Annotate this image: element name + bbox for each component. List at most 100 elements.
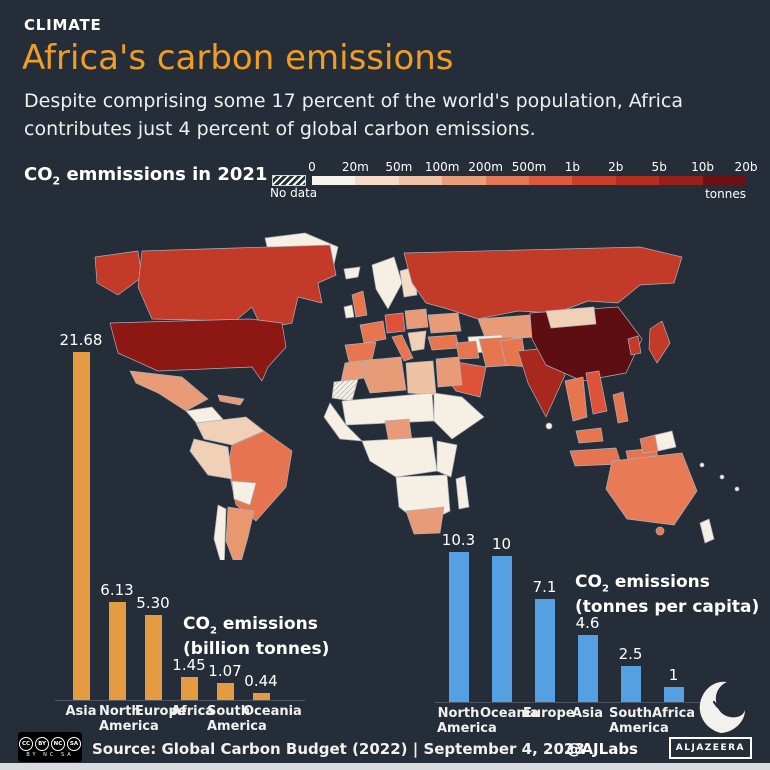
bar-category-label: Asia bbox=[65, 704, 97, 719]
bar-rect bbox=[663, 687, 684, 702]
cc-icon: CC bbox=[19, 736, 33, 751]
country-ukraine bbox=[427, 312, 462, 334]
ajlabs-handle: @AJLabs bbox=[566, 740, 638, 758]
bar-value: 5.30 bbox=[136, 594, 170, 612]
bar-value: 10 bbox=[491, 535, 512, 553]
bar-asia: 21.68 bbox=[60, 331, 102, 700]
color-scale-unit: tonnes bbox=[705, 187, 746, 201]
country-south-africa bbox=[405, 506, 445, 535]
country-png bbox=[654, 430, 677, 452]
country-alaska bbox=[94, 250, 143, 296]
bar-asia: 4.6 bbox=[566, 614, 609, 702]
bar-rect bbox=[620, 666, 641, 702]
country-ireland bbox=[343, 304, 355, 319]
bar-value: 4.6 bbox=[575, 614, 600, 632]
scale-tick: 100m bbox=[424, 160, 460, 174]
bar-rect bbox=[216, 683, 234, 700]
sa-icon: SA bbox=[67, 736, 81, 751]
aljazeera-logo-icon bbox=[699, 681, 745, 733]
scale-segment bbox=[485, 176, 530, 185]
country-iraq-syria bbox=[455, 340, 480, 360]
country-madagascar bbox=[455, 475, 470, 510]
axis-line-left bbox=[55, 700, 305, 701]
bar-value: 1 bbox=[668, 666, 679, 684]
island-pacific-1 bbox=[699, 462, 705, 468]
bar-category-label: South America bbox=[207, 704, 267, 734]
bar-category-label: Oceania bbox=[243, 704, 302, 719]
scale-tick: 20m bbox=[341, 160, 369, 174]
country-scandinavia bbox=[371, 256, 403, 310]
by-icon: BY bbox=[35, 736, 49, 751]
bar-category-label: Oceania bbox=[480, 706, 539, 721]
island-pacific-3 bbox=[734, 486, 740, 492]
country-algeria bbox=[363, 356, 407, 394]
bar-rect bbox=[534, 599, 555, 702]
country-egypt bbox=[435, 356, 463, 388]
bar-europe: 7.1 bbox=[523, 578, 566, 702]
bar-africa: 1.45 bbox=[171, 656, 207, 700]
subtitle: Despite comprising some 17 percent of th… bbox=[24, 90, 683, 140]
bar-rect bbox=[144, 615, 162, 700]
bar-value: 2.5 bbox=[618, 645, 643, 663]
chart-right-annotation: CO2 emissions (tonnes per capita) bbox=[575, 572, 760, 617]
country-wsahara-no-data bbox=[331, 378, 359, 402]
cc-license-terms: BY NC SA bbox=[26, 751, 74, 758]
bar-europe: 5.30 bbox=[135, 594, 171, 700]
country-iceland bbox=[343, 266, 361, 280]
country-russia bbox=[403, 246, 683, 320]
nc-icon: NC bbox=[51, 736, 65, 751]
bar-rect bbox=[180, 677, 198, 700]
country-poland-ce bbox=[404, 308, 429, 330]
bar-rect bbox=[108, 602, 126, 700]
bottom-strip bbox=[0, 763, 770, 770]
bar-category-label: North America bbox=[437, 706, 497, 736]
country-japan bbox=[648, 320, 671, 364]
country-malaysia bbox=[575, 427, 604, 444]
country-peru bbox=[189, 438, 233, 480]
bar-south-america: 1.07 bbox=[207, 662, 243, 700]
country-sudan-horn bbox=[433, 392, 485, 440]
country-mali-niger-chad bbox=[341, 392, 435, 426]
bar-value: 1.45 bbox=[172, 656, 206, 674]
country-west-africa bbox=[323, 402, 363, 442]
country-chile bbox=[213, 504, 227, 560]
scale-segment bbox=[572, 176, 616, 185]
bar-value: 6.13 bbox=[100, 581, 134, 599]
bar-category-label: Africa bbox=[171, 704, 215, 719]
country-korea bbox=[627, 335, 642, 356]
country-spain bbox=[344, 341, 377, 363]
country-bolivia-paraguay bbox=[231, 480, 257, 506]
scale-segment bbox=[442, 176, 486, 185]
bar-value: 7.1 bbox=[532, 578, 557, 596]
country-france bbox=[359, 320, 387, 344]
bar-rect bbox=[72, 352, 90, 700]
bar-category-label: Asia bbox=[571, 706, 604, 721]
bar-category-label: South America bbox=[609, 706, 669, 736]
island-pacific-2 bbox=[719, 474, 725, 480]
scale-tick: 2b bbox=[608, 160, 624, 174]
world-choropleth-map bbox=[94, 232, 740, 560]
bar-value: 10.3 bbox=[441, 531, 476, 549]
scale-segment bbox=[355, 176, 399, 185]
chart-per-capita: 10.3 10 7.1 4.6 2.5 1 North America Oceania Eur… bbox=[435, 531, 759, 737]
scale-tick: 0 bbox=[308, 160, 316, 174]
legend-title: CO2 emmissions in 2021 bbox=[24, 164, 268, 188]
country-nz bbox=[699, 518, 715, 544]
country-mongolia bbox=[545, 306, 597, 329]
scale-segment bbox=[398, 176, 443, 185]
no-data-swatch bbox=[272, 175, 306, 186]
country-cuba bbox=[217, 394, 245, 406]
bar-value: 21.68 bbox=[59, 331, 103, 349]
scale-segment bbox=[702, 176, 747, 185]
bar-value: 0.44 bbox=[244, 672, 278, 690]
country-east-africa bbox=[436, 440, 458, 478]
country-balkans bbox=[407, 330, 427, 352]
bar-oceania: 10 bbox=[480, 535, 523, 702]
kicker: CLIMATE bbox=[24, 16, 102, 34]
bar-rect bbox=[577, 635, 598, 702]
scale-tick: 20b bbox=[734, 160, 758, 174]
bar-category-label: Europe bbox=[135, 704, 187, 719]
country-libya bbox=[405, 360, 437, 396]
country-turkey bbox=[427, 334, 460, 351]
